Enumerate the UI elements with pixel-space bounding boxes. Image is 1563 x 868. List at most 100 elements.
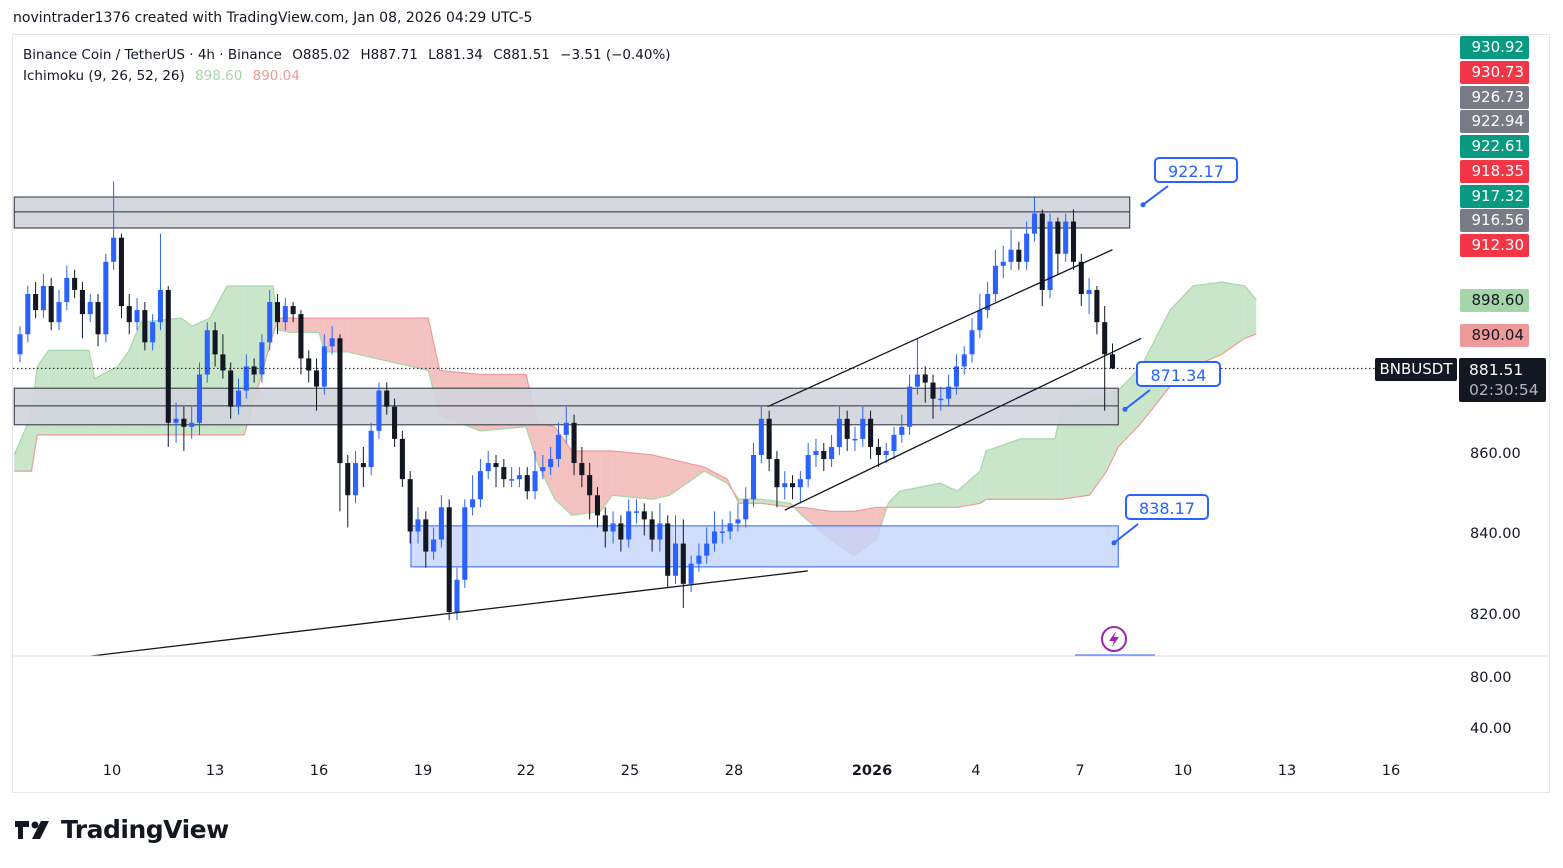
candle: [852, 426, 858, 451]
candle-body: [1055, 221, 1061, 254]
x-tick: 25: [620, 763, 640, 779]
candle-body: [17, 334, 23, 355]
tradingview-logo[interactable]: TradingView: [15, 815, 229, 844]
candle: [1102, 306, 1108, 411]
price-label: 926.73: [1460, 85, 1529, 109]
candle: [1016, 241, 1022, 270]
candle-body: [1094, 289, 1100, 323]
candle: [641, 503, 647, 536]
candle-body: [1024, 233, 1030, 262]
candle: [750, 442, 757, 508]
candle: [774, 450, 780, 508]
candle: [493, 455, 499, 488]
candle-body: [150, 322, 156, 343]
candle: [345, 455, 351, 528]
candle: [157, 233, 164, 331]
x-tick: 16: [1381, 763, 1401, 779]
candle-body: [641, 511, 647, 520]
candle: [860, 406, 866, 447]
candle: [267, 289, 273, 351]
chart-frame: [12, 34, 1550, 793]
price-label: 916.56: [1460, 208, 1529, 232]
candle-body: [306, 358, 312, 371]
price-label: 918.35: [1460, 159, 1529, 183]
current-price: 881.51: [1469, 361, 1524, 379]
candle-body: [594, 495, 601, 516]
price-callout[interactable]: 838.17: [1125, 494, 1209, 520]
candle-body: [173, 418, 179, 423]
candle: [150, 314, 156, 351]
candle: [961, 346, 967, 375]
candle: [797, 471, 803, 504]
candle: [1078, 253, 1084, 307]
symbol-title[interactable]: Binance Coin / TetherUS · 4h · Binance: [23, 47, 282, 63]
candle-body: [868, 418, 874, 447]
candle-body: [454, 579, 460, 612]
cloud-segment: [888, 491, 900, 508]
candle-body: [1102, 322, 1108, 355]
candle: [33, 281, 39, 319]
candle: [509, 467, 515, 488]
price-callout[interactable]: 922.17: [1154, 157, 1238, 183]
candle-body: [829, 446, 835, 460]
ichimoku-span-a-value: 898.60: [195, 68, 243, 84]
lightning-icon[interactable]: [1101, 626, 1127, 652]
candle-body: [72, 277, 78, 290]
branding-text: TradingView: [61, 815, 229, 844]
cloud-segment: [600, 450, 613, 512]
ohlc-close: C881.51: [493, 47, 550, 63]
price-callout[interactable]: 871.34: [1136, 361, 1221, 387]
candle-body: [376, 390, 382, 431]
candle: [446, 499, 452, 621]
cloud-segment: [14, 414, 32, 472]
candle-body: [852, 438, 858, 441]
candle-body: [235, 390, 242, 407]
candle: [813, 438, 819, 468]
cloud-segment: [761, 499, 791, 508]
price-label: 898.60: [1460, 288, 1529, 312]
candle-body: [860, 418, 866, 439]
indicator-title[interactable]: Ichimoku (9, 26, 52, 26): [23, 68, 185, 84]
candle: [321, 334, 327, 395]
candle: [392, 398, 398, 447]
candle: [633, 499, 640, 524]
x-tick: 19: [413, 763, 433, 779]
cloud-segment: [669, 459, 705, 496]
candle: [587, 463, 593, 520]
candle: [360, 446, 366, 488]
candle: [946, 374, 952, 407]
candle-body: [470, 499, 476, 508]
tradingview-logo-icon: [15, 820, 49, 839]
candle-body: [961, 354, 967, 367]
candle: [899, 414, 905, 443]
candle: [384, 382, 390, 415]
candles: [17, 181, 1116, 621]
candle: [665, 515, 671, 588]
x-tick: 13: [205, 763, 225, 779]
candle-body: [626, 511, 632, 540]
candle: [438, 495, 444, 548]
candle-body: [345, 463, 351, 496]
candle: [758, 406, 764, 464]
candle: [103, 253, 109, 343]
candle: [844, 410, 850, 451]
candle-body: [548, 459, 554, 468]
candle-body: [438, 507, 444, 540]
candle: [922, 366, 928, 403]
cloud-segment: [290, 318, 319, 333]
candle-body: [891, 434, 897, 451]
candle-body: [267, 302, 273, 343]
candle: [696, 543, 702, 572]
candle: [766, 410, 772, 472]
ohlc-low: L881.34: [428, 47, 483, 63]
candle-body: [696, 555, 702, 564]
candle: [329, 326, 335, 355]
candle: [477, 459, 483, 508]
candle: [142, 302, 148, 351]
candle-body: [313, 370, 320, 387]
candle: [165, 285, 171, 447]
candle-body: [579, 463, 585, 476]
candle: [251, 358, 257, 383]
callout-anchor-dot: [1122, 406, 1128, 412]
